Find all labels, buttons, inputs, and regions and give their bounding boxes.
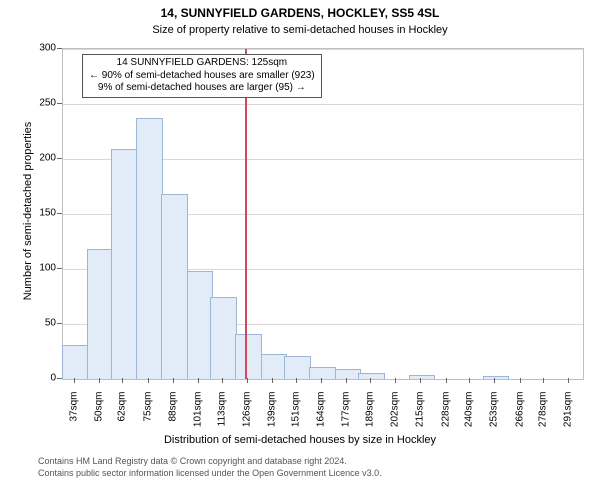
attribution-line: Contains public sector information licen… — [38, 468, 382, 480]
xtick-mark — [148, 378, 149, 383]
attribution: Contains HM Land Registry data © Crown c… — [38, 456, 382, 479]
ytick-mark — [57, 158, 62, 159]
xtick-mark — [99, 378, 100, 383]
xtick-mark — [395, 378, 396, 383]
xtick-mark — [420, 378, 421, 383]
histogram-bar — [111, 149, 138, 379]
histogram-bar — [409, 375, 436, 379]
chart-title: 14, SUNNYFIELD GARDENS, HOCKLEY, SS5 4SL — [0, 6, 600, 20]
ytick-mark — [57, 268, 62, 269]
histogram-bar — [210, 297, 237, 379]
xtick-label: 278sqm — [538, 392, 549, 472]
chart-subtitle: Size of property relative to semi-detach… — [0, 24, 600, 36]
xtick-mark — [74, 378, 75, 383]
ytick-mark — [57, 378, 62, 379]
xtick-mark — [469, 378, 470, 383]
xtick-label: 240sqm — [464, 392, 475, 472]
xtick-mark — [520, 378, 521, 383]
xtick-mark — [346, 378, 347, 383]
xtick-mark — [247, 378, 248, 383]
y-axis-label: Number of semi-detached properties — [22, 61, 34, 361]
xtick-label: 266sqm — [514, 392, 525, 472]
ytick-label: 0 — [26, 373, 56, 384]
annotation-line: 14 SUNNYFIELD GARDENS: 125sqm — [89, 57, 315, 70]
xtick-mark — [272, 378, 273, 383]
annotation-line: ← 90% of semi-detached houses are smalle… — [89, 70, 315, 83]
ytick-mark — [57, 323, 62, 324]
histogram-bar — [62, 345, 89, 379]
histogram-bar — [161, 194, 188, 379]
histogram-bar — [235, 334, 262, 379]
gridline — [63, 104, 583, 105]
xtick-mark — [370, 378, 371, 383]
reference-line — [245, 49, 247, 379]
annotation-line: 9% of semi-detached houses are larger (9… — [89, 82, 315, 95]
xtick-mark — [321, 378, 322, 383]
xtick-mark — [494, 378, 495, 383]
attribution-line: Contains HM Land Registry data © Crown c… — [38, 456, 382, 468]
ytick-mark — [57, 213, 62, 214]
xtick-mark — [122, 378, 123, 383]
gridline — [63, 49, 583, 50]
xtick-mark — [173, 378, 174, 383]
x-axis-label: Distribution of semi-detached houses by … — [0, 434, 600, 446]
plot-area — [62, 48, 584, 380]
ytick-label: 300 — [26, 43, 56, 54]
xtick-label: 253sqm — [489, 392, 500, 472]
ytick-mark — [57, 103, 62, 104]
xtick-mark — [222, 378, 223, 383]
histogram-bar — [136, 118, 163, 379]
histogram-bar — [483, 376, 510, 379]
ytick-mark — [57, 48, 62, 49]
xtick-label: 202sqm — [390, 392, 401, 472]
xtick-label: 215sqm — [415, 392, 426, 472]
xtick-mark — [198, 378, 199, 383]
xtick-mark — [446, 378, 447, 383]
histogram-bar — [358, 373, 385, 380]
annotation-box: 14 SUNNYFIELD GARDENS: 125sqm← 90% of se… — [82, 54, 322, 98]
xtick-mark — [296, 378, 297, 383]
xtick-mark — [543, 378, 544, 383]
xtick-label: 291sqm — [563, 392, 574, 472]
xtick-label: 228sqm — [440, 392, 451, 472]
histogram-bar — [309, 367, 336, 379]
xtick-mark — [568, 378, 569, 383]
histogram-bar — [284, 356, 311, 379]
